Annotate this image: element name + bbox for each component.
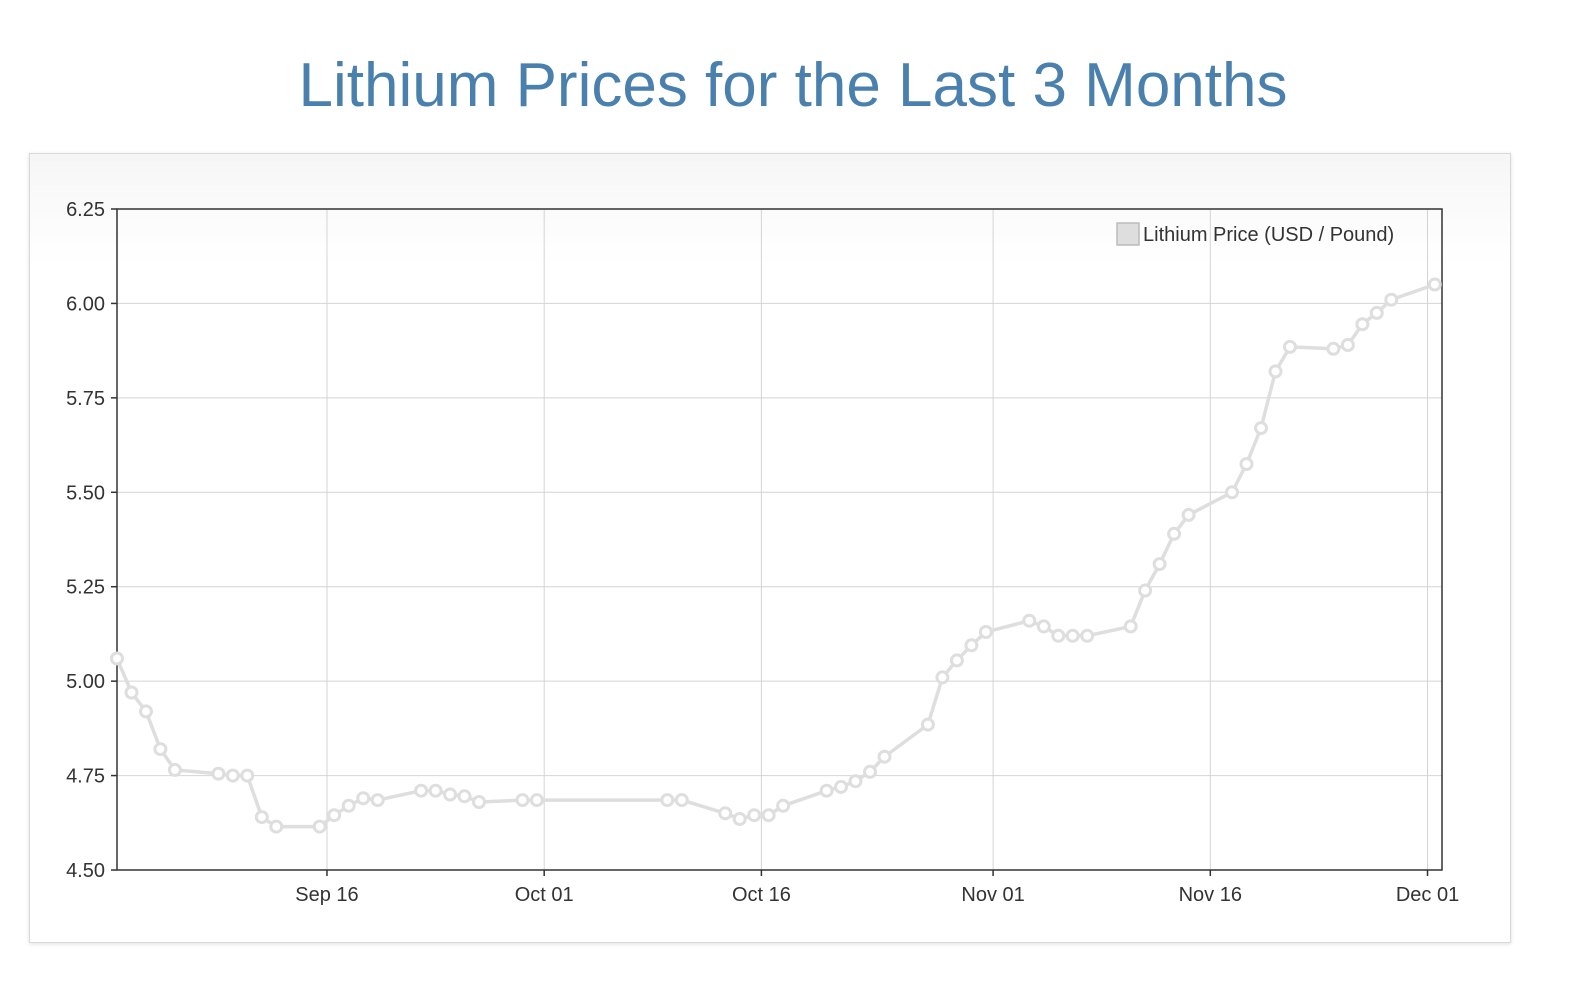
- data-point[interactable]: [1123, 619, 1138, 634]
- data-point[interactable]: [269, 819, 284, 834]
- data-point[interactable]: [863, 764, 877, 779]
- data-point[interactable]: [312, 819, 327, 834]
- legend-label[interactable]: Lithium Price (USD / Pound): [1143, 224, 1394, 246]
- data-point[interactable]: [877, 749, 892, 764]
- data-point[interactable]: [660, 793, 675, 808]
- data-point[interactable]: [167, 762, 182, 777]
- data-point[interactable]: [414, 783, 429, 798]
- data-point[interactable]: [834, 779, 848, 794]
- x-tick-label: Nov 16: [1179, 884, 1242, 906]
- data-point[interactable]: [1181, 507, 1196, 522]
- data-point[interactable]: [1152, 557, 1167, 572]
- data-point[interactable]: [356, 791, 371, 806]
- legend-swatch[interactable]: [1116, 222, 1140, 246]
- data-point[interactable]: [761, 808, 776, 823]
- y-tick-label: 5.25: [66, 577, 105, 599]
- data-point[interactable]: [1326, 341, 1341, 356]
- data-point[interactable]: [1254, 421, 1268, 436]
- data-point[interactable]: [153, 742, 168, 757]
- x-tick-label: Nov 01: [961, 884, 1024, 906]
- data-point[interactable]: [1138, 583, 1153, 598]
- data-point[interactable]: [1167, 526, 1182, 541]
- x-tick-label: Sep 16: [295, 884, 358, 906]
- data-point[interactable]: [1384, 292, 1399, 307]
- data-point[interactable]: [1427, 277, 1442, 292]
- data-point[interactable]: [443, 787, 458, 802]
- data-point[interactable]: [718, 806, 733, 821]
- data-point[interactable]: [920, 717, 935, 732]
- grid-lines: [117, 208, 1442, 871]
- data-point[interactable]: [1225, 485, 1239, 500]
- data-point[interactable]: [1022, 613, 1037, 628]
- data-point[interactable]: [747, 808, 762, 823]
- data-point[interactable]: [819, 783, 834, 798]
- y-axis-ticks: 6.25 6.00 5.75 5.50 5.25 5.00 4.75 4.50: [66, 199, 117, 882]
- data-point[interactable]: [776, 798, 791, 813]
- data-point[interactable]: [341, 798, 356, 813]
- y-tick-label: 4.75: [66, 766, 105, 788]
- plot-area-frame: [116, 208, 1443, 871]
- data-point[interactable]: [978, 625, 993, 639]
- data-point[interactable]: [370, 793, 385, 808]
- x-tick-label: Dec 01: [1396, 884, 1459, 906]
- data-point[interactable]: [1080, 628, 1095, 643]
- data-point[interactable]: [674, 793, 689, 808]
- page-title: Lithium Prices for the Last 3 Months: [298, 51, 1288, 120]
- data-point[interactable]: [1065, 628, 1080, 643]
- data-point[interactable]: [1051, 628, 1066, 643]
- data-point[interactable]: [964, 638, 979, 653]
- data-point[interactable]: [327, 808, 342, 823]
- data-point[interactable]: [1283, 339, 1297, 354]
- y-tick-label: 5.50: [66, 482, 105, 504]
- y-tick-label: 4.50: [66, 860, 105, 882]
- legend[interactable]: Lithium Price (USD / Pound): [1116, 222, 1394, 246]
- data-point[interactable]: [124, 685, 139, 700]
- data-point[interactable]: [110, 651, 124, 666]
- data-point[interactable]: [457, 789, 472, 804]
- y-tick-label: 5.75: [66, 388, 105, 410]
- data-point[interactable]: [240, 768, 255, 783]
- x-tick-label: Oct 01: [515, 884, 574, 906]
- data-point[interactable]: [935, 670, 950, 685]
- data-point[interactable]: [529, 793, 544, 808]
- data-point[interactable]: [254, 810, 269, 825]
- data-point[interactable]: [1369, 305, 1384, 320]
- data-point[interactable]: [139, 704, 153, 719]
- data-point[interactable]: [1239, 457, 1254, 471]
- series-line: [115, 282, 1436, 829]
- x-tick-label: Oct 16: [732, 884, 791, 906]
- data-point[interactable]: [211, 766, 226, 781]
- y-tick-label: 6.25: [66, 199, 105, 221]
- data-point[interactable]: [949, 653, 964, 668]
- data-point[interactable]: [1036, 619, 1051, 634]
- x-axis-ticks: Sep 16 Oct 01 Oct 16 Nov 01 Nov 16 Dec 01: [295, 870, 1459, 906]
- price-series: [110, 277, 1442, 834]
- data-point[interactable]: [225, 768, 240, 783]
- data-point[interactable]: [1340, 338, 1355, 352]
- data-point[interactable]: [848, 774, 863, 789]
- data-point[interactable]: [472, 795, 486, 809]
- data-point[interactable]: [732, 812, 747, 826]
- data-point[interactable]: [428, 783, 443, 798]
- data-point[interactable]: [1268, 364, 1283, 379]
- data-point[interactable]: [515, 793, 530, 808]
- y-tick-label: 5.00: [66, 671, 105, 693]
- data-point[interactable]: [1355, 317, 1370, 332]
- y-tick-label: 6.00: [66, 293, 105, 315]
